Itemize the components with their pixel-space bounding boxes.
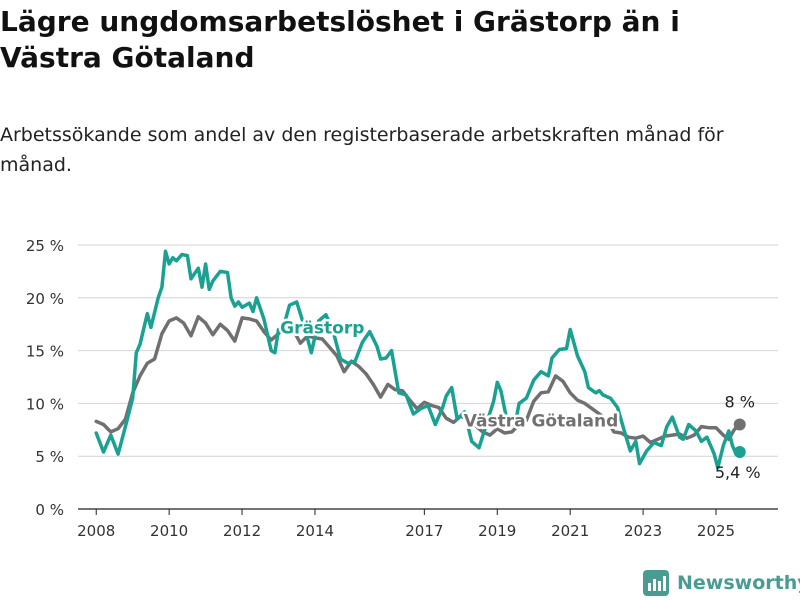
x-tick-label: 2008 — [77, 522, 115, 540]
y-gridlines — [78, 244, 778, 510]
series-line-gr-storp — [94, 249, 742, 470]
y-tick-label: 15 % — [26, 343, 64, 361]
end-value-label: 5,4 % — [715, 463, 761, 482]
series-lines — [94, 249, 746, 470]
x-tick-label: 2014 — [296, 522, 334, 540]
newsworthy-chart-icon — [643, 570, 669, 596]
chart-subtitle: Arbetssökande som andel av den registerb… — [0, 124, 724, 176]
x-tick-label: 2019 — [478, 522, 516, 540]
x-tick-label: 2012 — [223, 522, 261, 540]
newsworthy-logo[interactable]: Newsworthy — [643, 568, 800, 598]
series-line-v-stra-g-taland — [94, 315, 742, 445]
y-axis-tick-labels: 0 % 5 % 10 % 15 % 20 % 25 % — [26, 237, 64, 519]
series-label: Västra Götaland — [464, 412, 619, 432]
series-label: Grästorp — [280, 319, 364, 339]
y-tick-label: 20 % — [26, 290, 64, 308]
x-tick-label: 2023 — [624, 522, 662, 540]
y-tick-label: 10 % — [26, 395, 64, 413]
y-tick-label: 25 % — [26, 237, 64, 255]
x-tick-label: 2017 — [405, 522, 443, 540]
chart-title: Lägre ungdomsarbetslöshet i Grästorp än … — [0, 5, 680, 74]
x-tick-label: 2010 — [150, 522, 188, 540]
series-endpoint-gr-storp — [733, 445, 746, 458]
x-tick-label: 2021 — [551, 522, 589, 540]
series-endpoint-v-stra-g-taland — [733, 418, 746, 431]
end-value-label: 8 % — [724, 393, 754, 412]
x-tick-label: 2025 — [697, 522, 735, 540]
series-labels: 8 % 5,4 % Grästorp Västra Götaland — [278, 316, 761, 482]
y-tick-label: 5 % — [35, 448, 64, 466]
y-tick-label: 0 % — [35, 501, 64, 519]
brand-name: Newsworthy — [677, 572, 800, 594]
x-axis: 2008 2010 2012 2014 2017 2019 2021 2023 2025 — [77, 509, 735, 540]
